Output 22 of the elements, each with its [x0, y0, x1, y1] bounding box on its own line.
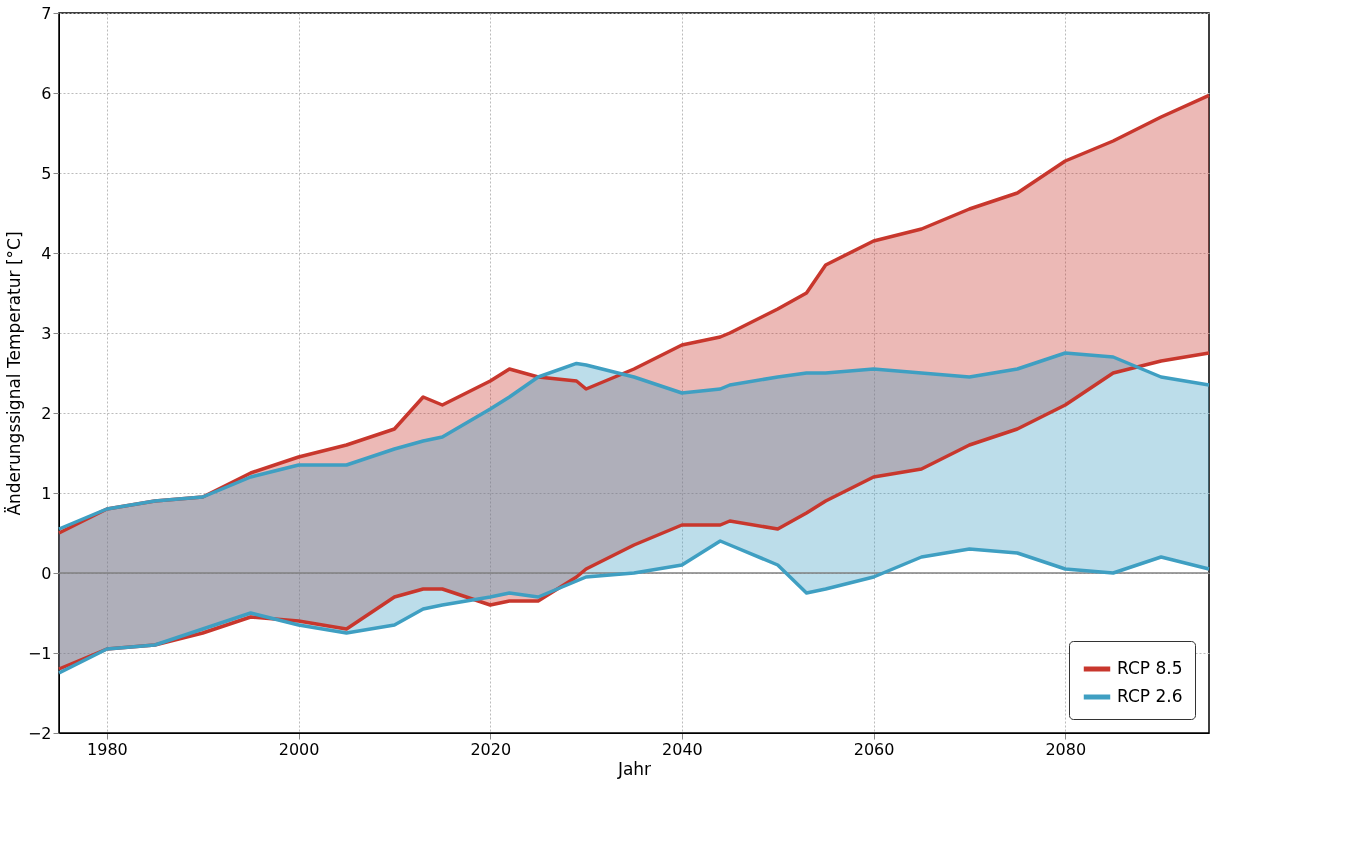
- y-tick-label: 1: [41, 483, 52, 503]
- y-tick-label: 7: [41, 3, 52, 23]
- y-tick-label: 3: [41, 323, 52, 343]
- x-tick-label: 2040: [662, 739, 703, 759]
- x-tick-label: 2060: [853, 739, 895, 759]
- legend-label: RCP 8.5: [1117, 658, 1183, 678]
- legend-label: RCP 2.6: [1117, 686, 1183, 706]
- x-tick-label: 2080: [1045, 739, 1087, 759]
- y-tick-label: −2: [27, 723, 52, 743]
- x-tick-label: 2020: [470, 739, 512, 759]
- x-tick-label: 1980: [87, 739, 128, 759]
- x-tick-label: 2000: [278, 739, 320, 759]
- y-tick-label: 2: [41, 403, 52, 423]
- line-series: [57, 539, 1211, 675]
- line-series: [57, 351, 1211, 531]
- y-tick-label: 5: [41, 163, 52, 183]
- y-tick-label: 6: [41, 83, 52, 103]
- y-tick-label: 4: [41, 243, 52, 263]
- y-axis-title: Änderungssignal Temperatur [°C]: [3, 231, 24, 516]
- y-tick-label: 0: [41, 563, 52, 583]
- x-axis-title: Jahr: [616, 758, 652, 779]
- y-tick-label: −1: [27, 643, 52, 663]
